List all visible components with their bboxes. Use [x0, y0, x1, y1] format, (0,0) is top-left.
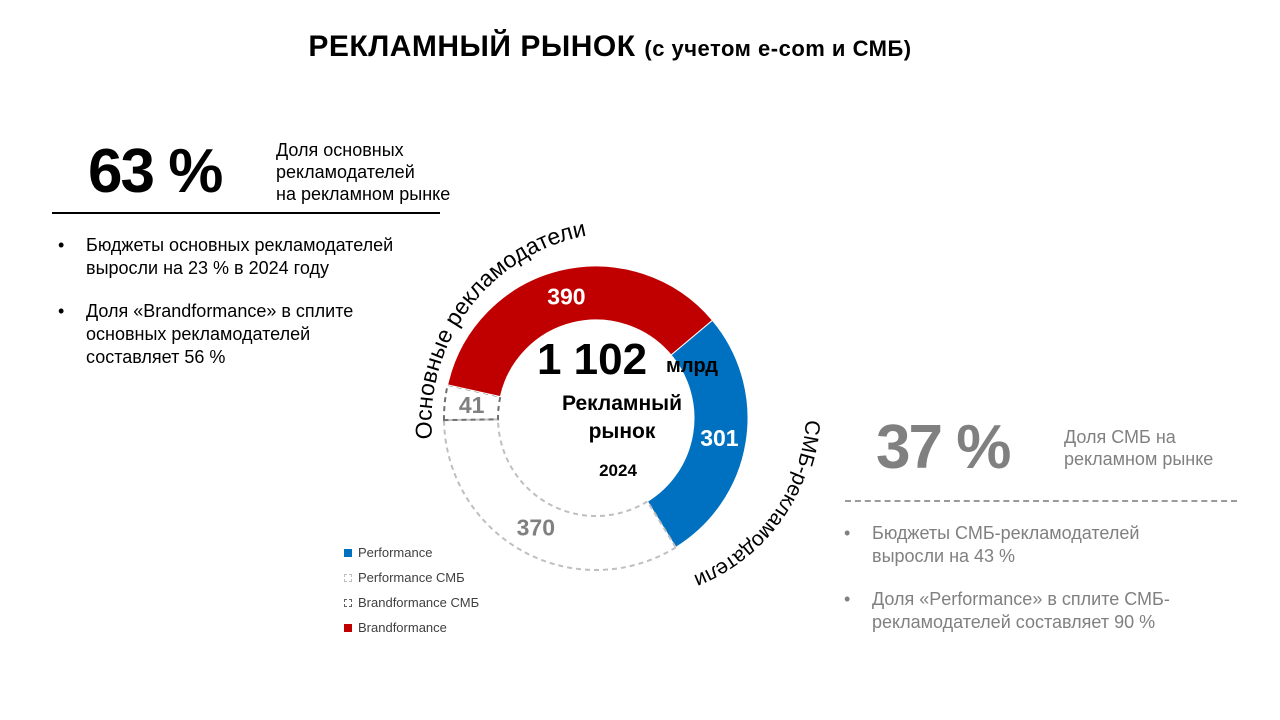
legend-label: Performance СМБ: [358, 570, 465, 585]
center-year: 2024: [599, 461, 637, 480]
donut-value-label: 41: [459, 392, 485, 418]
bullet-line: Доля «Brandformance» в сплите: [86, 301, 354, 321]
chart-legend: Performance Performance СМБ Brandformanc…: [344, 540, 479, 640]
caption-line: рекламном рынке: [1064, 449, 1214, 469]
legend-item: Brandformance: [344, 615, 479, 640]
title-sub: (с учетом e-com и СМБ): [644, 36, 912, 61]
donut-segment-brandformance-смб: [443, 383, 502, 422]
caption-line: рекламодателей: [276, 162, 415, 182]
bullet-line: выросли на 43 %: [872, 546, 1016, 566]
bullet-item: • Бюджеты основных рекламодателей выросл…: [58, 234, 478, 280]
main-advertisers-share-caption: Доля основных рекламодателей на рекламно…: [276, 139, 450, 205]
donut-segment-performance: [646, 319, 749, 549]
legend-label: Brandformance: [358, 620, 447, 635]
donut-segments: [443, 265, 749, 571]
donut-value-label: 301: [700, 425, 739, 451]
legend-item: Performance: [344, 540, 479, 565]
donut-value-labels: 301 370 41 390: [459, 284, 739, 541]
legend-label: Performance: [358, 545, 433, 560]
legend-swatch-brandformance: [344, 623, 352, 632]
legend-item: Brandformance СМБ: [344, 590, 479, 615]
caption-line: Доля основных: [276, 140, 404, 160]
smb-share-caption: Доля СМБ на рекламном рынке: [1064, 426, 1213, 470]
bullet-line: Бюджеты СМБ-рекламодателей: [872, 523, 1140, 543]
bullet-icon: •: [844, 589, 851, 609]
bullet-item: • Доля «Performance» в сплите СМБ- рекла…: [844, 588, 1264, 634]
total-value: 1 102: [537, 335, 647, 384]
divider-solid: [52, 212, 440, 214]
smb-share: 37 %: [876, 413, 1011, 482]
bullet-line: составляет 56 %: [86, 347, 226, 367]
main-advertisers-bullets: • Бюджеты основных рекламодателей выросл…: [58, 234, 478, 389]
bullet-item: • Бюджеты СМБ-рекламодателей выросли на …: [844, 522, 1264, 568]
bullet-line: выросли на 23 % в 2024 году: [86, 258, 329, 278]
legend-swatch-performance: [344, 548, 352, 557]
donut-segment-brandformance: [447, 265, 714, 398]
bullet-icon: •: [58, 301, 65, 321]
bullet-line: Бюджеты основных рекламодателей: [86, 235, 394, 255]
donut-value-label: 390: [547, 284, 585, 310]
slide-title: РЕКЛАМНЫЙ РЫНОК (с учетом e-com и СМБ): [0, 30, 1220, 64]
bullet-icon: •: [58, 235, 65, 255]
legend-swatch-brandformance-smb: [344, 598, 352, 607]
bullet-line: рекламодателей составляет 90 %: [872, 612, 1156, 632]
donut-value-label: 370: [517, 515, 555, 541]
bullet-line: Доля «Performance» в сплите СМБ-: [872, 589, 1170, 609]
caption-line: на рекламном рынке: [276, 184, 451, 204]
center-label-line2: рынок: [589, 420, 656, 443]
total-unit: млрд: [666, 355, 718, 377]
smb-bullets: • Бюджеты СМБ-рекламодателей выросли на …: [844, 522, 1264, 654]
main-advertisers-share: 63 %: [88, 137, 223, 206]
legend-swatch-performance-smb: [344, 573, 352, 582]
bullet-item: • Доля «Brandformance» в сплите основных…: [58, 300, 478, 369]
bullet-icon: •: [844, 523, 851, 543]
caption-line: Доля СМБ на: [1064, 427, 1176, 447]
legend-label: Brandformance СМБ: [358, 595, 480, 610]
donut-segment-performance-смб: [443, 418, 678, 571]
bullet-line: основных рекламодателей: [86, 324, 311, 344]
divider-dashed: [845, 500, 1237, 502]
center-label-line1: Рекламный: [562, 392, 682, 415]
title-main: РЕКЛАМНЫЙ РЫНОК: [308, 30, 636, 63]
legend-item: Performance СМБ: [344, 565, 479, 590]
